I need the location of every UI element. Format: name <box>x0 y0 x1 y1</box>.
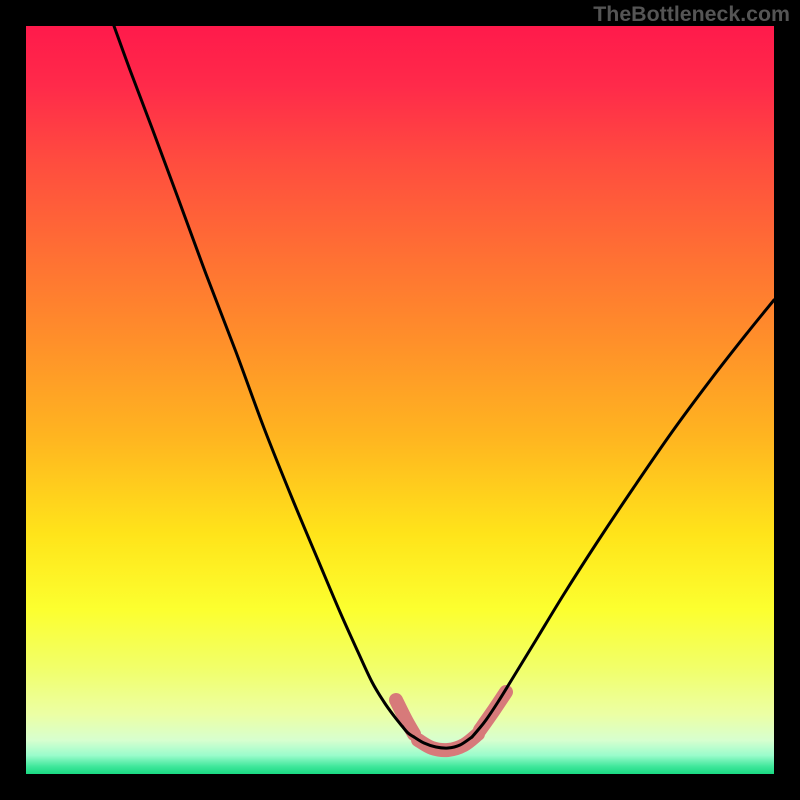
plot-gradient-background <box>26 26 774 774</box>
chart-canvas: TheBottleneck.com <box>0 0 800 800</box>
bottleneck-curve-chart <box>0 0 800 800</box>
